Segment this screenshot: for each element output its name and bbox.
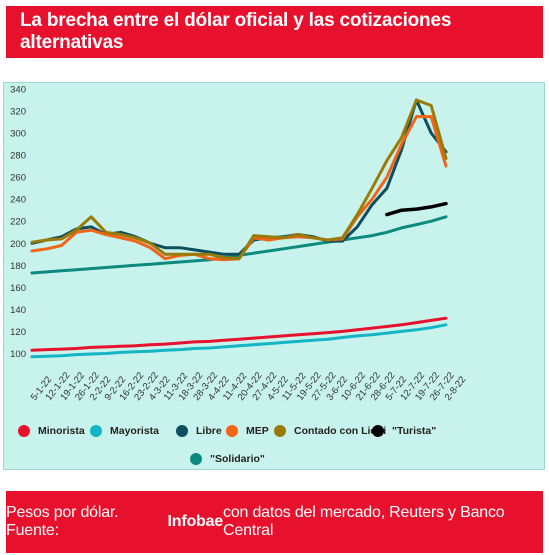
y-tick-label: 100 — [10, 349, 26, 360]
legend-label: "Solidario" — [210, 453, 265, 465]
chart-title: La brecha entre el dólar oficial y las c… — [20, 10, 452, 53]
series-line-minorista — [30, 316, 448, 352]
legend-item: "Turista" — [372, 425, 436, 437]
source-prefix: Pesos por dólar. Fuente: — [6, 504, 119, 539]
y-tick-label: 200 — [10, 239, 26, 250]
y-tick-label: 240 — [10, 195, 26, 206]
y-tick-label: 260 — [10, 173, 26, 184]
legend-swatch — [372, 425, 384, 437]
legend-label: MEP — [246, 425, 269, 437]
series-line-turista — [385, 201, 448, 217]
legend-swatch — [190, 453, 202, 465]
legend-label: "Turista" — [392, 425, 437, 437]
y-tick-label: 280 — [10, 151, 26, 162]
source-banner: Pesos por dólar. Fuente: Infobae con dat… — [6, 491, 543, 553]
legend-item: Mayorista — [90, 425, 159, 437]
legend-swatch — [90, 425, 102, 437]
chart-title-banner: La brecha entre el dólar oficial y las c… — [6, 6, 543, 58]
legend-label: Contado con Liqui — [294, 425, 387, 437]
legend-swatch — [176, 425, 188, 437]
source-name: Infobae — [167, 513, 224, 530]
legend-item: Libre — [176, 425, 222, 437]
legend-label: Mayorista — [110, 425, 160, 437]
y-tick-label: 120 — [10, 327, 26, 338]
y-tick-label: 320 — [10, 107, 26, 118]
y-tick-label: 160 — [10, 283, 26, 294]
y-tick-label: 180 — [10, 261, 26, 272]
legend-item: Contado con Liqui — [274, 425, 386, 437]
series-line-mayorista — [30, 323, 448, 359]
legend-item: Minorista — [18, 425, 85, 437]
source-suffix: con datos del mercado, Reuters y Banco C… — [223, 504, 505, 539]
y-tick-label: 340 — [10, 85, 26, 96]
y-tick-label: 300 — [10, 129, 26, 140]
chart-panel: 100 120 140 160 180 200 220 240 260 280 300 320 340 5… — [3, 82, 545, 470]
legend-label: Libre — [196, 425, 222, 437]
legend-label: Minorista — [38, 425, 85, 437]
series-line-mep — [30, 115, 448, 262]
legend-swatch — [18, 425, 30, 437]
legend-swatch — [274, 425, 286, 437]
legend-item: MEP — [226, 425, 269, 437]
series-line-contado-con-liqui — [30, 98, 448, 261]
legend-swatch — [226, 425, 238, 437]
y-tick-label: 220 — [10, 217, 26, 228]
y-tick-label: 140 — [10, 305, 26, 316]
line-chart: 1001201401601802002202402602803003203405… — [10, 85, 468, 403]
series-line-solidario — [30, 215, 448, 275]
legend-item: "Solidario" — [190, 453, 265, 465]
